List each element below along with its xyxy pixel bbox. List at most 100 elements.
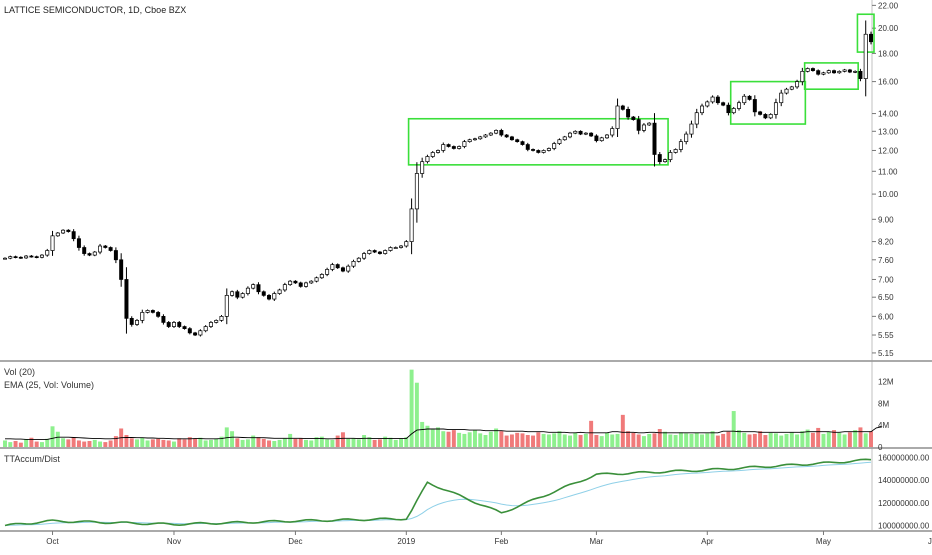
volume-bar	[340, 432, 345, 447]
candle	[425, 154, 430, 164]
price-tick-label-5: 13.00	[878, 127, 899, 136]
candle	[552, 141, 557, 151]
candle	[288, 279, 293, 286]
price-tick-label-2: 18.00	[878, 49, 899, 58]
volume-bar	[404, 437, 409, 447]
volume-bar	[367, 437, 372, 447]
candle-body	[826, 70, 831, 74]
candle-body	[515, 139, 520, 142]
candle-body	[768, 114, 773, 119]
volume-bar	[763, 435, 768, 447]
volume-bar	[208, 439, 213, 447]
candle-body	[520, 141, 525, 145]
price-tick-label-1: 20.00	[878, 24, 899, 33]
volume-tick-label-3: 0	[878, 443, 883, 452]
candle-body	[319, 274, 324, 279]
price-tick-label-9: 9.00	[878, 215, 894, 224]
volume-bar	[13, 441, 18, 447]
candle	[810, 67, 815, 72]
candle-body	[568, 132, 572, 138]
volume-bar	[604, 432, 609, 447]
candle-body	[177, 322, 182, 327]
volume-bar	[235, 438, 240, 447]
candle-body	[135, 320, 139, 325]
candle-body	[187, 328, 192, 334]
volume-bar	[409, 369, 414, 447]
candle-body	[330, 264, 335, 270]
candle-body	[140, 312, 145, 321]
candle-body	[536, 150, 541, 153]
candle	[446, 143, 451, 148]
candle	[599, 136, 604, 142]
candle-body	[441, 144, 446, 151]
candle	[441, 142, 446, 153]
time-tick-label-0: Oct	[46, 537, 59, 546]
candle	[546, 147, 551, 152]
time-tick-label-2: Dec	[288, 537, 302, 546]
candle	[277, 288, 282, 295]
candle-body	[583, 132, 588, 135]
volume-bar	[414, 382, 419, 447]
volume-bar	[494, 428, 499, 447]
candle	[568, 131, 572, 139]
volume-bar	[472, 430, 477, 447]
candle	[789, 85, 794, 91]
candle	[66, 229, 71, 233]
candle	[478, 135, 483, 140]
candle-body	[541, 150, 546, 153]
time-tick-label-3: 2019	[397, 537, 415, 546]
candle-body	[737, 102, 741, 109]
volume-bar	[187, 437, 192, 447]
candle-body	[657, 154, 662, 163]
candle-body	[647, 122, 652, 126]
volume-bar	[853, 430, 858, 447]
volume-bar	[24, 439, 29, 447]
volume-bar	[483, 435, 488, 447]
candle-body	[66, 229, 71, 232]
candle	[119, 253, 124, 287]
volume-bar	[203, 440, 208, 447]
candle-body	[282, 284, 287, 291]
candle-body	[641, 124, 646, 131]
volume-bar	[50, 426, 55, 447]
candle	[763, 113, 768, 120]
volume-bar	[293, 438, 298, 447]
volume-bar	[298, 438, 303, 447]
candle-body	[76, 238, 81, 248]
volume-bar	[166, 440, 171, 447]
candle	[150, 309, 155, 314]
candle-body	[430, 152, 435, 157]
candle-body	[758, 111, 763, 115]
candle-body	[314, 277, 319, 282]
candle	[853, 70, 858, 74]
volume-bar	[599, 436, 604, 447]
candle	[626, 106, 631, 120]
candle	[309, 280, 314, 284]
candle-body	[82, 247, 87, 254]
candle	[663, 158, 668, 163]
candle-body	[853, 71, 858, 73]
candle-body	[795, 81, 800, 88]
candle	[182, 325, 187, 330]
price-tick-label-4: 14.00	[878, 110, 899, 119]
candle-body	[256, 284, 261, 293]
volume-bar	[615, 433, 620, 447]
volume-bar	[182, 439, 187, 447]
candle-body	[98, 245, 103, 253]
volume-bar	[546, 434, 551, 447]
volume-bar	[652, 433, 657, 447]
candle	[641, 123, 646, 133]
candle-body	[626, 108, 631, 118]
candle-body	[50, 235, 55, 251]
volume-bar	[499, 431, 504, 447]
candle-body	[362, 253, 367, 259]
candle-body	[420, 161, 425, 174]
candle	[34, 255, 39, 259]
candle-body	[39, 254, 44, 258]
candle	[235, 289, 240, 300]
volume-bar	[689, 433, 694, 447]
candle	[573, 130, 578, 135]
candle-body	[663, 159, 668, 163]
candle-body	[267, 295, 272, 300]
